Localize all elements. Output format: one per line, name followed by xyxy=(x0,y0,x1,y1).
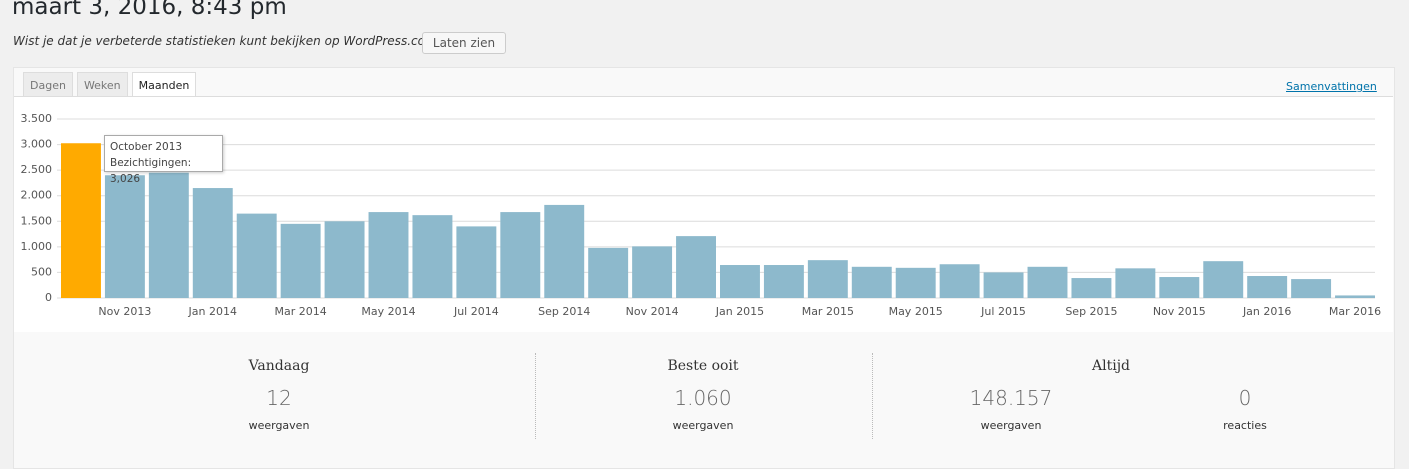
y-tick-label: 2.500 xyxy=(21,163,53,176)
bar xyxy=(807,260,848,298)
x-tick-label: Mar 2014 xyxy=(275,305,327,318)
stat-value: 1.060 xyxy=(674,386,732,410)
bar xyxy=(1159,277,1200,298)
bar xyxy=(1335,295,1375,298)
bar xyxy=(851,266,892,298)
bar xyxy=(368,212,409,298)
bar xyxy=(1027,266,1068,298)
y-tick-label: 0 xyxy=(45,291,52,304)
tab-line xyxy=(14,96,1393,97)
x-tick-label: Jan 2016 xyxy=(1242,305,1291,318)
y-tick-label: 3.500 xyxy=(21,112,53,125)
bar xyxy=(1115,268,1156,298)
stat-label: weergaven xyxy=(980,419,1042,432)
y-tick-label: 1.500 xyxy=(21,214,53,227)
x-tick-label: Jan 2015 xyxy=(715,305,764,318)
x-tick-label: Jul 2015 xyxy=(980,305,1026,318)
bar xyxy=(412,215,453,298)
stat-label: reacties xyxy=(1223,419,1267,432)
bar xyxy=(1203,261,1244,298)
x-tick-label: Sep 2015 xyxy=(1065,305,1117,318)
y-tick-label: 3.000 xyxy=(21,138,53,151)
page-title: maart 3, 2016, 8:43 pm xyxy=(12,0,287,20)
tabs: Dagen Weken Maanden xyxy=(23,72,197,96)
bar xyxy=(895,267,936,298)
bar xyxy=(280,223,321,298)
tab[interactable]: Weken xyxy=(76,72,128,96)
y-tick-label: 1.000 xyxy=(21,240,53,253)
show-button[interactable]: Laten zien xyxy=(422,32,506,54)
tooltip-title: October 2013 xyxy=(110,141,183,153)
stat-heading: Altijd xyxy=(1092,358,1130,374)
x-tick-label: Jan 2014 xyxy=(188,305,237,318)
x-tick-label: Jul 2014 xyxy=(453,305,499,318)
x-tick-label: May 2014 xyxy=(361,305,415,318)
bar xyxy=(676,236,716,298)
summaries-link[interactable]: Samenvattingen xyxy=(1286,80,1377,93)
bar xyxy=(1291,279,1332,298)
x-tick-label: Mar 2016 xyxy=(1329,305,1381,318)
stat-value: 12 xyxy=(266,386,292,410)
bar xyxy=(104,175,145,298)
tooltip: October 2013 Bezichtigingen: 3,026 xyxy=(104,135,223,185)
stat-value: 148.157 xyxy=(969,386,1053,410)
bar xyxy=(939,264,980,298)
y-tick-label: 500 xyxy=(31,265,52,278)
stat-heading: Beste ooit xyxy=(667,358,739,374)
tab[interactable]: Maanden xyxy=(131,72,197,96)
bar xyxy=(324,221,365,298)
bar xyxy=(61,143,101,298)
x-tick-label: Mar 2015 xyxy=(802,305,854,318)
bar xyxy=(544,204,585,298)
x-tick-label: Nov 2013 xyxy=(98,305,151,318)
chart: 0 500 1.000 1.500 2.000 2.500 3.000 3.500 Nov 20… xyxy=(21,112,1382,318)
bar xyxy=(1247,276,1288,298)
bar xyxy=(588,247,629,298)
bar xyxy=(192,188,233,298)
bar xyxy=(456,226,497,298)
bar xyxy=(632,246,673,298)
stat-label: weergaven xyxy=(248,419,310,432)
x-tick-label: Nov 2015 xyxy=(1153,305,1206,318)
stat-heading: Vandaag xyxy=(248,358,310,374)
separator xyxy=(872,353,873,439)
bar xyxy=(500,212,541,298)
bar xyxy=(236,213,277,298)
stat-value: 0 xyxy=(1238,386,1252,410)
bar xyxy=(763,265,804,298)
bar xyxy=(983,272,1024,298)
y-tick-label: 2.000 xyxy=(21,189,53,202)
notice: Wist je dat je verbeterde statistieken k… xyxy=(13,34,444,48)
page: maart 3, 2016, 8:43 pm Wist je dat je ve… xyxy=(12,0,1395,469)
tab[interactable]: Dagen xyxy=(23,72,73,96)
x-tick-label: Nov 2014 xyxy=(626,305,679,318)
tooltip-text: Bezichtigingen: 3,026 xyxy=(110,157,192,185)
x-tick-label: Sep 2014 xyxy=(538,305,590,318)
x-tick-label: May 2015 xyxy=(889,305,943,318)
bar xyxy=(148,172,189,298)
bar xyxy=(1071,278,1112,298)
stat-label: weergaven xyxy=(672,419,734,432)
bar xyxy=(720,265,760,298)
separator xyxy=(535,353,536,439)
